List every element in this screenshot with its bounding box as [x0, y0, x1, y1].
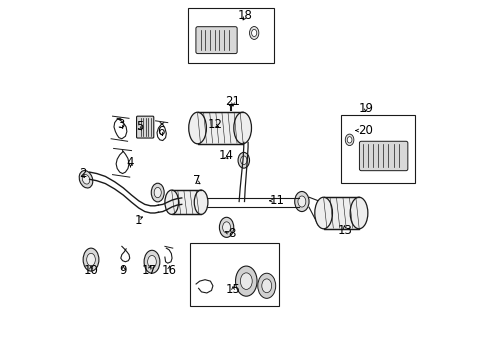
- Ellipse shape: [164, 190, 178, 215]
- Text: 13: 13: [337, 224, 352, 238]
- Ellipse shape: [188, 112, 206, 144]
- Ellipse shape: [251, 30, 256, 36]
- Bar: [323, 197, 358, 229]
- Ellipse shape: [249, 27, 258, 40]
- Ellipse shape: [83, 248, 99, 271]
- Bar: [340, 116, 414, 183]
- Ellipse shape: [297, 196, 305, 207]
- Text: 11: 11: [269, 194, 284, 207]
- Text: 7: 7: [193, 174, 201, 187]
- Ellipse shape: [238, 152, 249, 168]
- Ellipse shape: [233, 112, 251, 144]
- Ellipse shape: [345, 134, 353, 145]
- Ellipse shape: [240, 273, 252, 289]
- FancyBboxPatch shape: [196, 27, 237, 54]
- Ellipse shape: [235, 266, 257, 296]
- Ellipse shape: [314, 197, 332, 229]
- Ellipse shape: [222, 222, 230, 233]
- Text: 6: 6: [157, 125, 165, 138]
- Ellipse shape: [154, 188, 161, 198]
- Ellipse shape: [261, 279, 271, 293]
- Ellipse shape: [194, 190, 207, 215]
- Bar: [171, 190, 201, 215]
- Ellipse shape: [86, 253, 95, 266]
- Text: 21: 21: [225, 95, 240, 108]
- Text: 8: 8: [228, 226, 235, 239]
- Text: 16: 16: [162, 264, 176, 277]
- Bar: [197, 112, 242, 144]
- Text: 1: 1: [135, 214, 142, 227]
- Text: 3: 3: [117, 118, 124, 131]
- Text: 20: 20: [358, 124, 372, 137]
- Text: 2: 2: [79, 167, 86, 180]
- Ellipse shape: [147, 256, 156, 268]
- Ellipse shape: [151, 183, 164, 202]
- Ellipse shape: [82, 175, 90, 184]
- Ellipse shape: [219, 217, 233, 237]
- Ellipse shape: [257, 273, 275, 298]
- Text: 19: 19: [358, 103, 372, 116]
- Bar: [190, 243, 278, 306]
- Ellipse shape: [294, 192, 308, 212]
- Bar: [187, 8, 273, 63]
- Text: 18: 18: [237, 9, 252, 22]
- Text: 4: 4: [126, 156, 134, 169]
- Ellipse shape: [346, 137, 351, 143]
- Text: 5: 5: [136, 121, 143, 134]
- Ellipse shape: [240, 156, 246, 165]
- Text: 12: 12: [207, 118, 222, 131]
- Text: 15: 15: [225, 283, 240, 296]
- Text: 10: 10: [83, 264, 98, 277]
- Text: 17: 17: [142, 264, 157, 277]
- FancyBboxPatch shape: [359, 141, 407, 171]
- Ellipse shape: [349, 197, 367, 229]
- Ellipse shape: [144, 250, 160, 273]
- Text: 14: 14: [218, 149, 233, 162]
- FancyBboxPatch shape: [136, 116, 153, 138]
- Ellipse shape: [79, 171, 93, 188]
- Text: 9: 9: [119, 264, 127, 277]
